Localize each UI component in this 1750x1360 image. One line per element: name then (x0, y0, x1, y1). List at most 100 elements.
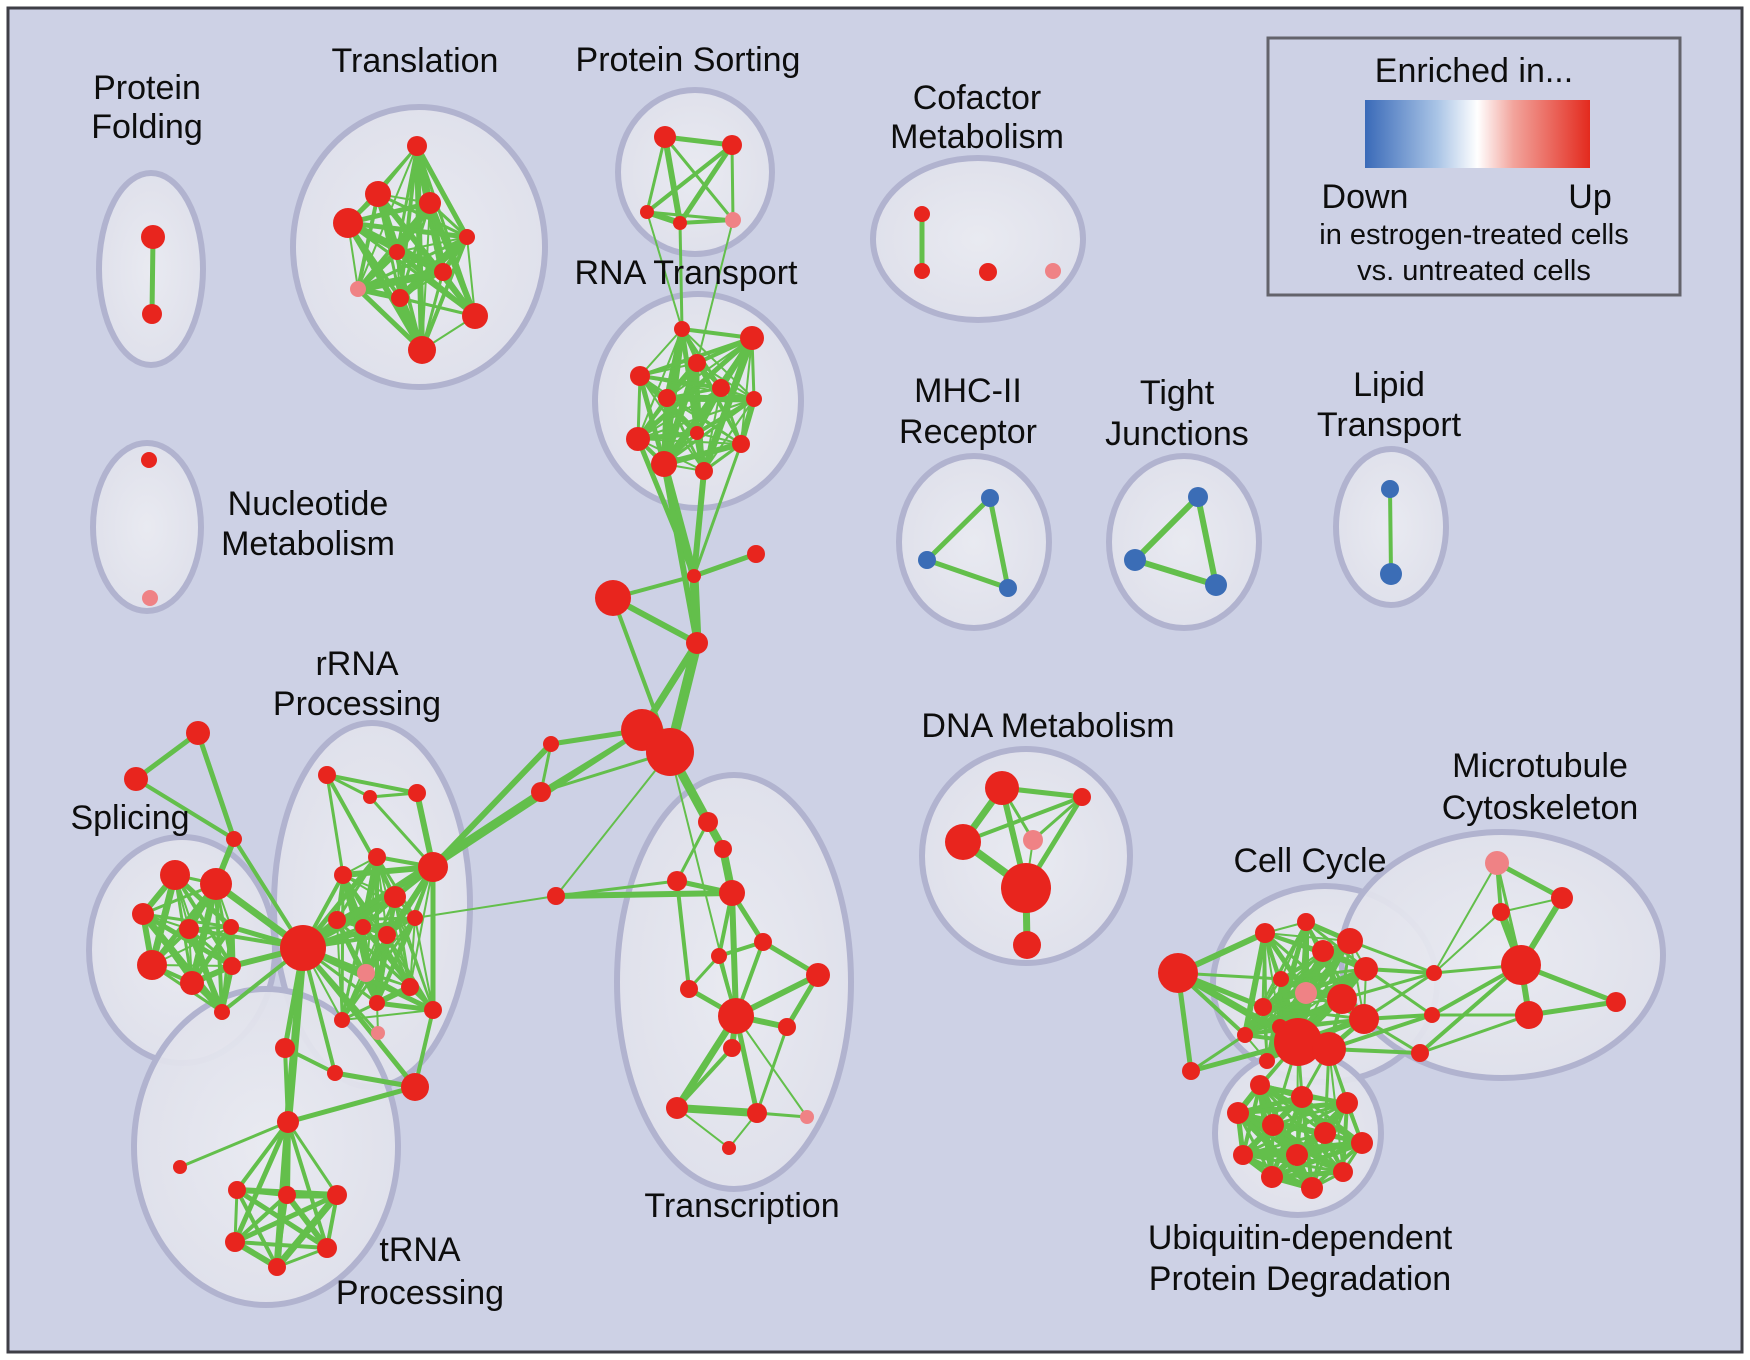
gene-set-node-j2[interactable] (1424, 1007, 1440, 1023)
gene-set-node-rt2[interactable] (688, 354, 706, 372)
gene-set-node-tl4[interactable] (333, 208, 363, 238)
gene-set-node-tx8[interactable] (806, 963, 830, 987)
gene-set-node-c15[interactable] (1259, 1053, 1275, 1069)
gene-set-node-c11[interactable] (1237, 1027, 1253, 1043)
gene-set-node-r11[interactable] (407, 910, 423, 926)
gene-set-node-r10[interactable] (378, 926, 396, 944)
gene-set-node-tb[interactable] (278, 1186, 296, 1204)
gene-set-node-tl3[interactable] (419, 192, 441, 214)
gene-set-node-u10[interactable] (1333, 1162, 1353, 1182)
gene-set-node-ps1[interactable] (654, 126, 676, 148)
gene-set-node-st3[interactable] (226, 831, 242, 847)
gene-set-node-lt1[interactable] (1381, 480, 1399, 498)
gene-set-node-rh[interactable] (280, 925, 326, 971)
gene-set-node-tj2[interactable] (1124, 549, 1146, 571)
gene-set-node-cf4[interactable] (1045, 263, 1061, 279)
gene-set-node-pf1[interactable] (141, 225, 165, 249)
gene-set-node-tx1[interactable] (698, 812, 718, 832)
gene-set-node-r4[interactable] (368, 848, 386, 866)
gene-set-node-rt11[interactable] (651, 451, 677, 477)
gene-set-node-cg2[interactable] (1312, 1032, 1346, 1066)
gene-set-node-ch7[interactable] (543, 736, 559, 752)
gene-set-node-tx2[interactable] (714, 840, 732, 858)
gene-set-node-u1[interactable] (1250, 1075, 1270, 1095)
gene-set-node-rt4[interactable] (630, 366, 650, 386)
gene-set-node-s8[interactable] (223, 957, 241, 975)
gene-set-node-s9[interactable] (214, 1004, 230, 1020)
gene-set-node-u5[interactable] (1262, 1114, 1284, 1136)
gene-set-node-s3[interactable] (132, 903, 154, 925)
gene-set-node-tj3[interactable] (1205, 574, 1227, 596)
gene-set-node-st1[interactable] (186, 721, 210, 745)
gene-set-node-rt12[interactable] (695, 462, 713, 480)
gene-set-node-c7[interactable] (1273, 971, 1289, 987)
gene-set-node-r3[interactable] (408, 784, 426, 802)
gene-set-node-s1[interactable] (160, 860, 190, 890)
gene-set-node-c1[interactable] (1158, 953, 1198, 993)
gene-set-node-s4[interactable] (179, 919, 199, 939)
gene-set-node-tx10[interactable] (778, 1018, 796, 1036)
gene-set-node-tx9[interactable] (718, 998, 754, 1034)
gene-set-node-ta[interactable] (228, 1181, 246, 1199)
gene-set-node-d1[interactable] (985, 771, 1019, 805)
gene-set-node-rt1[interactable] (674, 321, 690, 337)
gene-set-node-u6[interactable] (1314, 1122, 1336, 1144)
gene-set-node-c6[interactable] (1354, 957, 1378, 981)
gene-set-node-mh3[interactable] (999, 579, 1017, 597)
gene-set-node-ch1[interactable] (687, 569, 701, 583)
gene-set-node-c9[interactable] (1254, 998, 1272, 1016)
gene-set-node-rt3[interactable] (740, 326, 764, 350)
gene-set-node-r6[interactable] (418, 852, 448, 882)
gene-set-node-r8[interactable] (328, 911, 346, 929)
gene-set-node-tx11[interactable] (723, 1039, 741, 1057)
gene-set-node-tl7[interactable] (434, 263, 452, 281)
gene-set-node-ps2[interactable] (722, 135, 742, 155)
gene-set-node-c3[interactable] (1297, 913, 1315, 931)
gene-set-node-d6[interactable] (1013, 931, 1041, 959)
gene-set-node-te[interactable] (317, 1238, 337, 1258)
gene-set-node-mb[interactable] (1501, 945, 1541, 985)
gene-set-node-r15[interactable] (424, 1001, 442, 1019)
gene-set-node-m6[interactable] (1606, 992, 1626, 1012)
gene-set-node-m3[interactable] (1492, 903, 1510, 921)
gene-set-node-rt9[interactable] (626, 427, 650, 451)
gene-set-node-nm1[interactable] (141, 452, 157, 468)
gene-set-node-tl5[interactable] (459, 229, 475, 245)
gene-set-node-s2[interactable] (200, 868, 232, 900)
gene-set-node-ms[interactable] (1485, 851, 1509, 875)
gene-set-node-c14[interactable] (1182, 1062, 1200, 1080)
gene-set-node-c5[interactable] (1337, 928, 1363, 954)
gene-set-node-j3[interactable] (1411, 1044, 1429, 1062)
gene-set-node-rt8[interactable] (690, 426, 704, 440)
gene-set-node-rt5[interactable] (658, 389, 676, 407)
gene-set-node-c13[interactable] (1349, 1004, 1379, 1034)
gene-set-node-d2[interactable] (1073, 788, 1091, 806)
gene-set-node-s6[interactable] (137, 950, 167, 980)
gene-set-node-pf2[interactable] (142, 304, 162, 324)
gene-set-node-s5[interactable] (223, 919, 239, 935)
gene-set-node-j1[interactable] (1426, 965, 1442, 981)
gene-set-node-u12[interactable] (1301, 1177, 1323, 1199)
gene-set-node-r20[interactable] (401, 1073, 429, 1101)
gene-set-node-tx3[interactable] (667, 871, 687, 891)
gene-set-node-u11[interactable] (1261, 1166, 1283, 1188)
gene-set-node-d3[interactable] (945, 824, 981, 860)
gene-set-node-r16[interactable] (334, 1012, 350, 1028)
gene-set-node-ps3[interactable] (640, 205, 654, 219)
gene-set-node-cf3[interactable] (979, 263, 997, 281)
gene-set-node-r9[interactable] (355, 919, 371, 935)
gene-set-node-c12[interactable] (1327, 984, 1357, 1014)
gene-set-node-tx5[interactable] (754, 933, 772, 951)
gene-set-node-mh2[interactable] (918, 551, 936, 569)
gene-set-node-m5[interactable] (1515, 1001, 1543, 1029)
gene-set-node-u8[interactable] (1233, 1145, 1253, 1165)
gene-set-node-tl11[interactable] (408, 336, 436, 364)
gene-set-node-tl2[interactable] (365, 181, 391, 207)
gene-set-node-tx13[interactable] (747, 1103, 767, 1123)
gene-set-node-u7[interactable] (1351, 1132, 1373, 1154)
gene-set-node-r17[interactable] (371, 1026, 385, 1040)
gene-set-node-c4[interactable] (1312, 940, 1334, 962)
gene-set-node-ti[interactable] (173, 1160, 187, 1174)
gene-set-node-c2[interactable] (1255, 923, 1275, 943)
gene-set-node-ch9[interactable] (547, 887, 565, 905)
